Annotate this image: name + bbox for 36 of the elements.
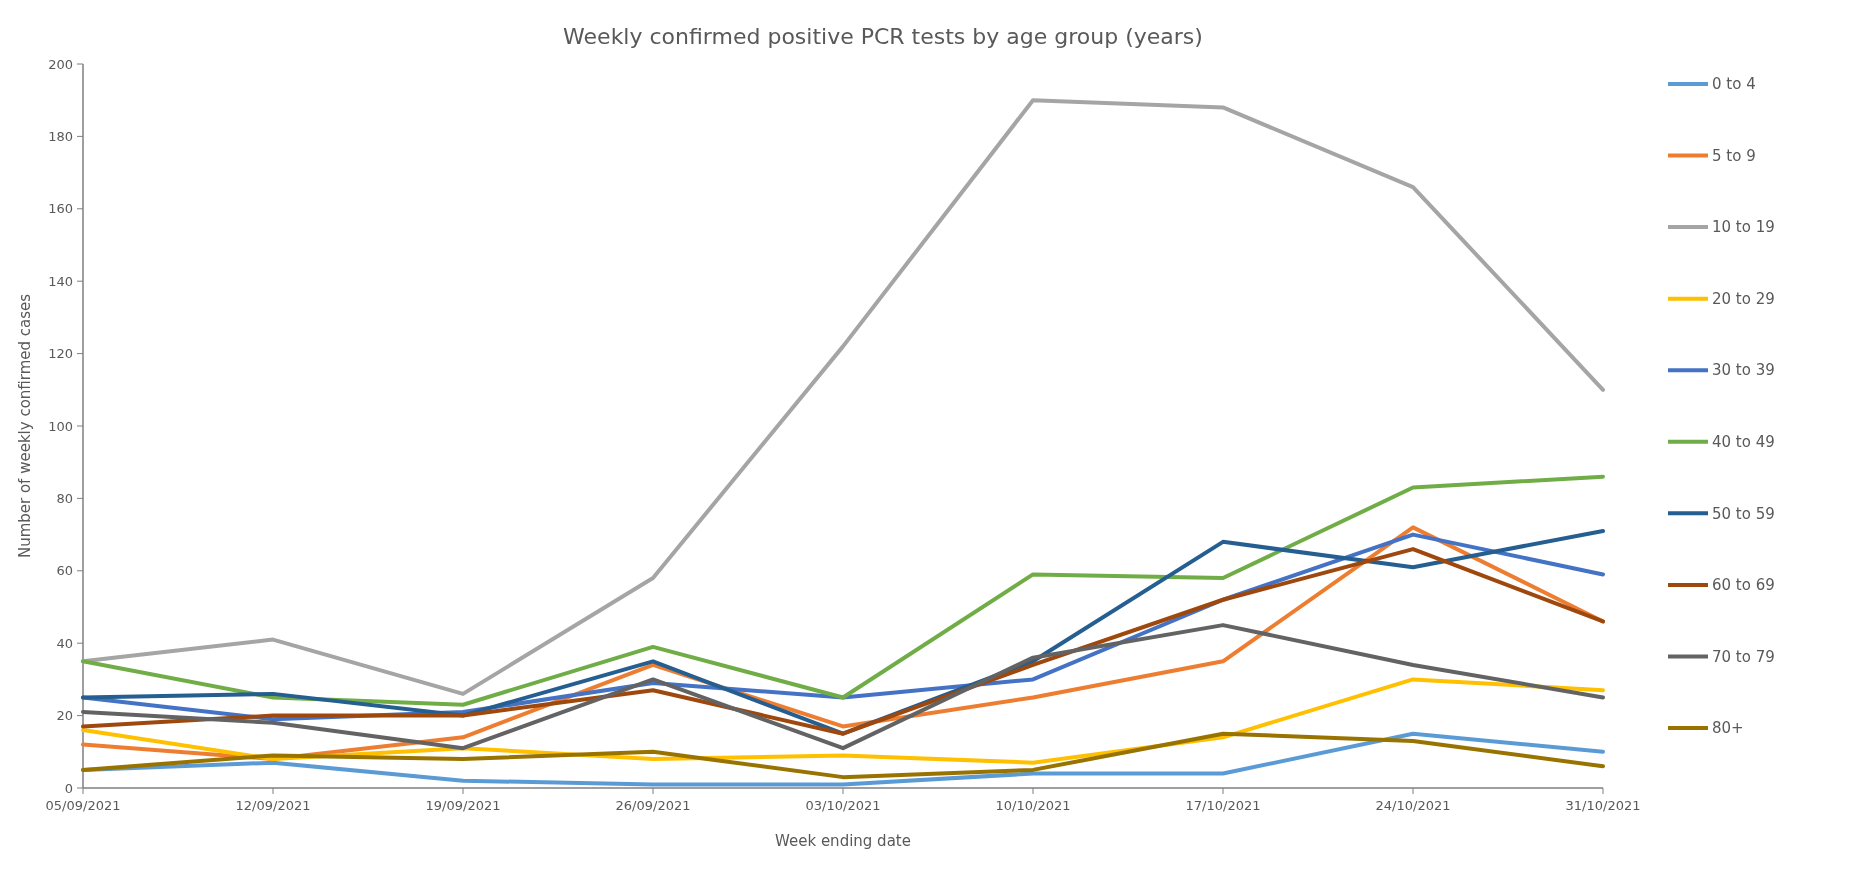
- y-tick-label: 80: [56, 490, 73, 506]
- x-tick-label: 26/09/2021: [615, 798, 691, 813]
- y-tick-label: 180: [48, 128, 73, 144]
- y-tick-label: 40: [56, 635, 73, 651]
- y-tick-label: 100: [48, 418, 73, 434]
- legend-label: 30 to 39: [1712, 361, 1775, 380]
- legend-label: 70 to 79: [1712, 647, 1775, 666]
- y-tick-label: 120: [48, 346, 73, 362]
- x-tick-label: 12/09/2021: [235, 798, 311, 813]
- y-tick-label: 0: [64, 780, 73, 796]
- legend-label: 80+: [1712, 719, 1744, 738]
- x-tick-label: 03/10/2021: [805, 798, 881, 813]
- legend-label: 5 to 9: [1712, 146, 1756, 165]
- legend-label: 20 to 29: [1712, 289, 1775, 308]
- x-axis-title: Week ending date: [775, 832, 911, 850]
- x-tick-label: 05/09/2021: [45, 798, 121, 813]
- y-axis-title: Number of weekly confirmed cases: [16, 293, 34, 559]
- x-tick-label: 31/10/2021: [1565, 798, 1641, 813]
- line-series: [81, 98, 1605, 696]
- x-tick-label: 17/10/2021: [1185, 798, 1261, 813]
- x-tick-label: 19/09/2021: [425, 798, 501, 813]
- y-tick-label: 160: [48, 201, 73, 217]
- y-tick-label: 20: [56, 708, 73, 724]
- legend-label: 10 to 19: [1712, 218, 1775, 237]
- x-tick-label: 24/10/2021: [1375, 798, 1451, 813]
- legend-label: 50 to 59: [1712, 504, 1775, 523]
- y-tick-label: 140: [48, 273, 73, 289]
- line-series: [81, 623, 1605, 751]
- chart-title: Weekly confirmed positive PCR tests by age group (years): [563, 24, 1203, 49]
- x-tick-label: 10/10/2021: [995, 798, 1071, 813]
- y-tick-label: 60: [56, 563, 73, 579]
- legend-label: 40 to 49: [1712, 433, 1775, 452]
- legend-label: 0 to 4: [1712, 75, 1756, 94]
- legend-label: 60 to 69: [1712, 576, 1775, 595]
- line-series: [81, 474, 1605, 707]
- y-tick-label: 200: [48, 56, 73, 72]
